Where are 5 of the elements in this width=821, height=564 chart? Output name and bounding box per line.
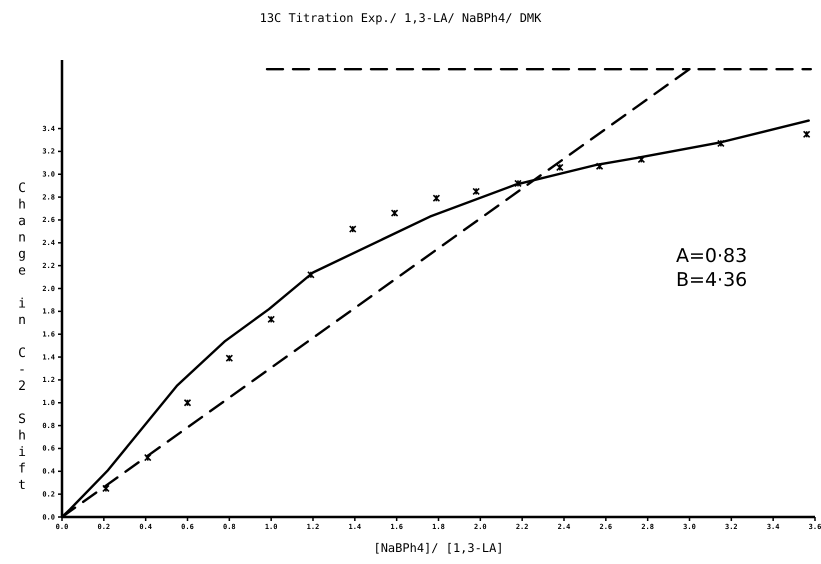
text: Change in C-2 Shift bbox=[18, 180, 26, 493]
x-axis-title: [NaBPh4]/ [1,3-LA] bbox=[373, 541, 504, 555]
chart-title: 13C Titration Exp./ 1,3-LA/ NaBPh4/ DMK bbox=[260, 11, 542, 25]
annotation: A=0·83 bbox=[676, 245, 748, 267]
annotation: B=4·36 bbox=[676, 269, 748, 291]
